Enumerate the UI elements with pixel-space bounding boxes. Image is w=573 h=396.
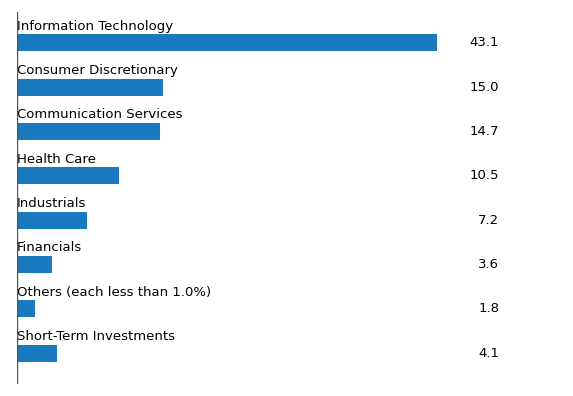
- Text: Industrials: Industrials: [17, 197, 87, 210]
- Text: Others (each less than 1.0%): Others (each less than 1.0%): [17, 286, 211, 299]
- Text: 14.7: 14.7: [470, 125, 499, 138]
- Bar: [17, 123, 160, 140]
- Bar: [17, 168, 119, 184]
- Bar: [17, 256, 52, 273]
- Text: 15.0: 15.0: [470, 81, 499, 94]
- Text: 3.6: 3.6: [478, 258, 499, 271]
- Text: Information Technology: Information Technology: [17, 20, 173, 33]
- Text: Short-Term Investments: Short-Term Investments: [17, 330, 175, 343]
- Text: Communication Services: Communication Services: [17, 109, 183, 121]
- Text: 4.1: 4.1: [478, 346, 499, 360]
- Text: 10.5: 10.5: [470, 169, 499, 182]
- Bar: [17, 79, 163, 95]
- Text: Financials: Financials: [17, 241, 83, 254]
- Bar: [17, 34, 437, 51]
- Bar: [17, 345, 57, 362]
- Text: 7.2: 7.2: [478, 214, 499, 227]
- Bar: [17, 300, 35, 317]
- Bar: [17, 212, 87, 228]
- Text: 1.8: 1.8: [478, 302, 499, 315]
- Text: Consumer Discretionary: Consumer Discretionary: [17, 64, 178, 77]
- Text: 43.1: 43.1: [470, 36, 499, 50]
- Text: Health Care: Health Care: [17, 152, 96, 166]
